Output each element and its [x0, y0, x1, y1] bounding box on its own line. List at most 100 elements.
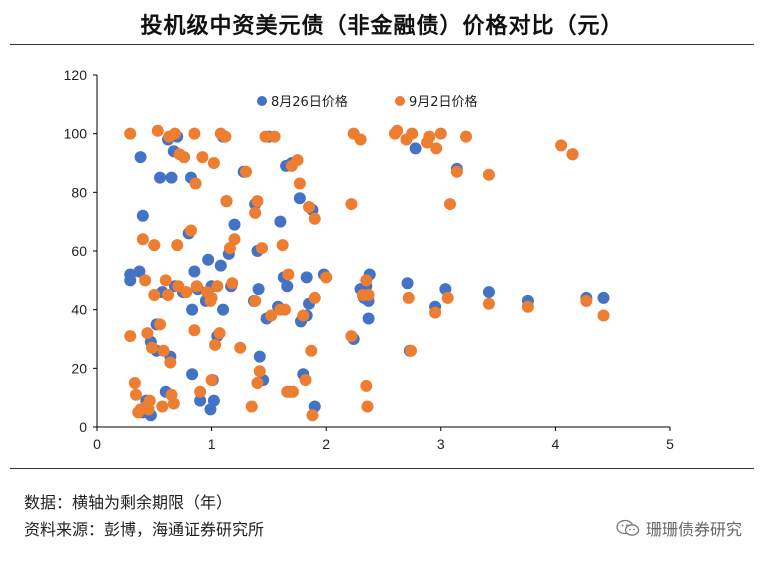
y-tick-label: 60 — [71, 243, 87, 259]
data-point — [249, 206, 262, 219]
data-point — [245, 400, 258, 413]
data-point — [146, 341, 159, 354]
data-point — [190, 280, 203, 293]
data-point — [278, 303, 291, 316]
data-point — [124, 330, 137, 343]
data-point — [597, 291, 610, 304]
data-point — [202, 253, 215, 266]
data-point — [345, 198, 358, 211]
data-point — [188, 324, 201, 337]
data-point — [597, 309, 610, 322]
data-point — [306, 409, 319, 422]
data-point — [303, 201, 316, 213]
legend-label: 8月26日价格 — [271, 94, 348, 110]
data-point — [139, 274, 152, 287]
data-point — [297, 309, 310, 322]
data-point — [205, 291, 218, 304]
data-point — [300, 271, 313, 284]
data-point — [154, 171, 167, 184]
data-point — [239, 165, 252, 178]
data-point — [401, 277, 414, 290]
data-point — [189, 177, 202, 190]
data-point — [299, 374, 312, 387]
y-tick-label: 80 — [71, 184, 87, 200]
data-point — [124, 127, 137, 140]
data-point — [209, 338, 222, 351]
data-point — [429, 306, 442, 319]
x-tick-label: 3 — [437, 436, 445, 452]
top-rule — [10, 44, 754, 45]
data-point — [228, 218, 241, 231]
data-point — [205, 374, 218, 387]
data-point — [151, 124, 164, 137]
watermark-text: 珊珊债券研究 — [645, 520, 742, 539]
data-point — [253, 350, 266, 363]
x-tick-label: 0 — [93, 436, 101, 452]
data-point — [482, 168, 495, 181]
data-point — [178, 151, 191, 164]
data-point — [129, 388, 142, 401]
data-point — [460, 130, 473, 143]
data-point — [274, 215, 287, 228]
data-point — [360, 274, 373, 287]
data-point — [308, 212, 321, 225]
data-point — [276, 239, 289, 252]
data-point — [291, 154, 304, 167]
data-point — [362, 289, 375, 301]
wechat-icon — [616, 519, 640, 536]
data-point — [159, 274, 172, 287]
data-point — [252, 283, 265, 296]
data-point — [157, 344, 170, 357]
data-point — [482, 286, 495, 299]
data-point — [405, 344, 418, 357]
data-point — [361, 400, 374, 413]
data-point — [228, 233, 241, 246]
data-point — [234, 341, 247, 354]
data-point — [211, 280, 224, 293]
data-point — [402, 291, 415, 304]
chart-legend: 8月26日价格 9月2日价格 — [257, 94, 478, 110]
data-point — [293, 177, 306, 190]
data-point — [165, 171, 178, 184]
data-point — [154, 318, 167, 331]
data-point — [566, 148, 579, 161]
data-point — [282, 268, 295, 281]
chart-axes: 0 20 40 60 80 100 120 0 1 2 3 4 5 — [64, 67, 674, 452]
data-point — [305, 344, 318, 357]
chart-points — [124, 124, 610, 422]
y-tick-label: 40 — [71, 302, 87, 318]
legend-marker — [395, 96, 405, 106]
data-point — [136, 233, 149, 246]
data-point — [259, 130, 272, 143]
data-point — [162, 289, 175, 301]
data-point — [423, 130, 436, 143]
data-point — [207, 394, 220, 407]
watermark: 珊珊债券研究 — [616, 516, 742, 540]
data-point — [186, 303, 199, 316]
data-point — [256, 242, 269, 255]
y-tick-label: 0 — [79, 419, 87, 435]
data-point — [188, 127, 201, 140]
data-point — [555, 139, 568, 152]
data-point — [580, 294, 593, 307]
data-note: 数据：横轴为剩余期限（年） — [24, 493, 233, 512]
data-point — [450, 165, 463, 178]
data-point — [194, 394, 207, 407]
data-point — [251, 195, 264, 208]
series-1 — [124, 130, 610, 422]
data-point — [345, 330, 358, 343]
data-point — [124, 274, 137, 287]
data-point — [308, 291, 321, 304]
data-point — [434, 127, 447, 140]
y-tick-label: 100 — [64, 126, 88, 142]
series-2 — [124, 124, 610, 422]
legend-label: 9月2日价格 — [409, 94, 478, 110]
data-point — [156, 400, 169, 413]
data-point — [268, 130, 281, 143]
data-point — [186, 368, 199, 381]
data-point — [409, 142, 422, 155]
x-tick-label: 2 — [322, 436, 330, 452]
data-point — [281, 280, 294, 293]
legend-marker — [257, 96, 267, 106]
data-point — [220, 195, 233, 208]
